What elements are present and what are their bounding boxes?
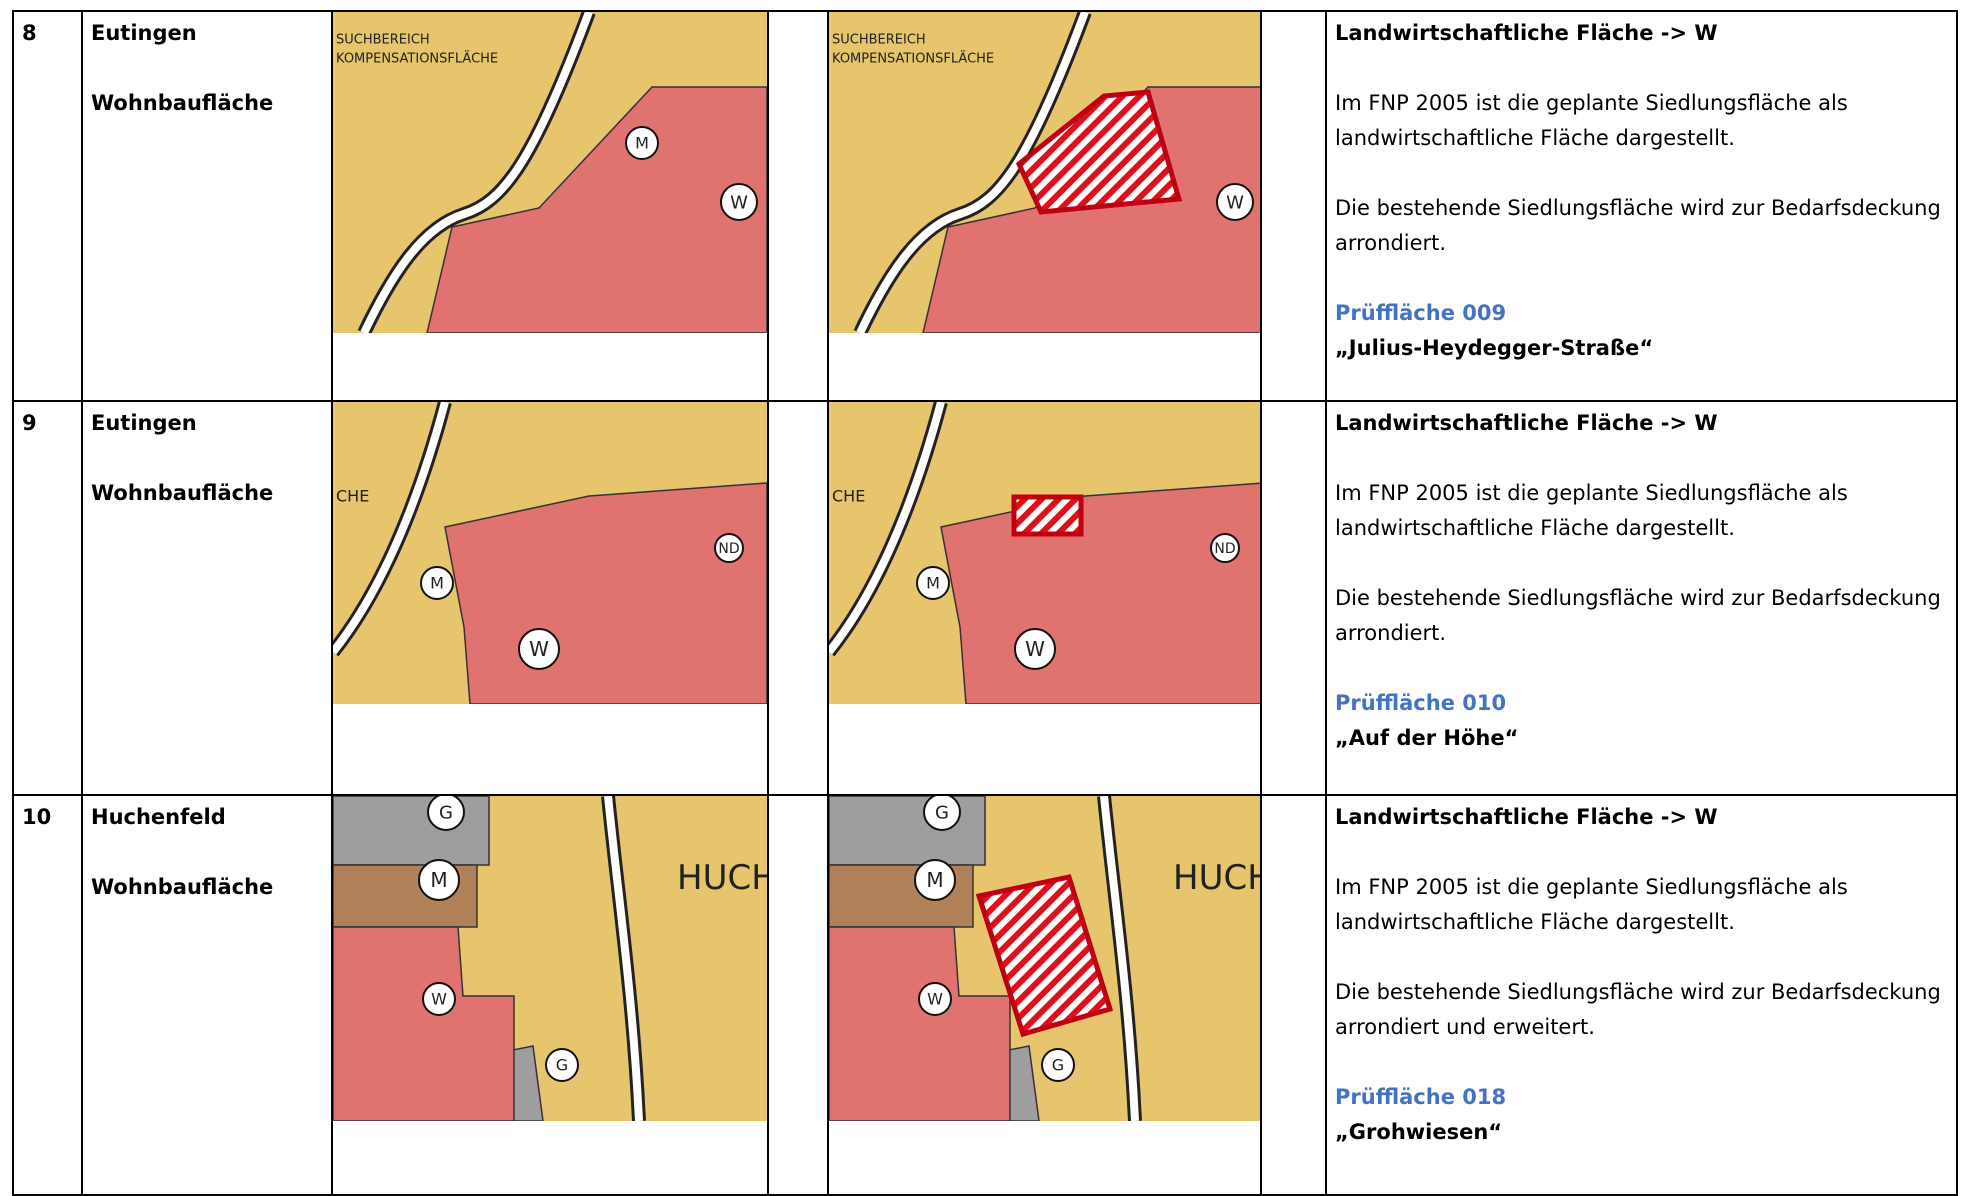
map-label: G (556, 1056, 568, 1075)
spacer-cell (768, 401, 828, 795)
map-label: G (935, 802, 949, 823)
location-cell: Huchenfeld Wohnbaufläche (82, 795, 332, 1195)
map-zone (445, 483, 767, 704)
row-number: 10 (22, 805, 51, 829)
map-label: M (430, 868, 447, 892)
place: Eutingen (91, 406, 323, 441)
land-use: Wohnbaufläche (91, 870, 323, 905)
map: SUCHBEREICH KOMPENSATIONSFLÄCHE M W (333, 12, 767, 333)
map: CHE M W ND (333, 402, 767, 704)
map-zone (829, 796, 985, 865)
row-number: 9 (22, 411, 37, 435)
number-cell: 9 (13, 401, 82, 795)
description-cell: Landwirtschaftliche Fläche -> W Im FNP 20… (1326, 11, 1957, 401)
area-name: „Auf der Höhe“ (1335, 726, 1518, 750)
page: 8 Eutingen Wohnbaufläche SUCHBEREICH KOMPENS… (0, 0, 1961, 1157)
map-zone (333, 796, 489, 865)
map-label: CHE (832, 487, 865, 506)
map: CHE M W ND (829, 402, 1260, 704)
area-id: Prüffläche 010 (1335, 691, 1506, 715)
row-number: 8 (22, 21, 37, 45)
map-label: W (927, 990, 943, 1009)
table-row: 8 Eutingen Wohnbaufläche SUCHBEREICH KOMPENS… (13, 11, 1957, 401)
map-label: W (1226, 192, 1244, 213)
map-label: ND (1214, 541, 1235, 557)
map-label: W (529, 637, 549, 661)
spacer-cell (1261, 795, 1326, 1195)
map: HUCH G M W G (829, 796, 1260, 1121)
area-ref: Prüffläche 009 „Julius-Heydegger-Straße“ (1335, 296, 1948, 366)
area-ref: Prüffläche 018 „Grohwiesen“ (1335, 1080, 1948, 1150)
area-name: „Grohwiesen“ (1335, 1120, 1502, 1144)
map-after-cell: CHE M W ND (828, 401, 1261, 795)
map-after-cell: HUCH G M W G (828, 795, 1261, 1195)
description: Die bestehende Siedlungsfläche wird zur … (1335, 975, 1948, 1045)
map-before-cell: HUCH G M W G (332, 795, 768, 1195)
area-id: Prüffläche 009 (1335, 301, 1506, 325)
land-use: Wohnbaufläche (91, 476, 323, 511)
map-zone (941, 483, 1260, 704)
description: Im FNP 2005 ist die geplante Siedlungsfl… (1335, 476, 1948, 546)
table-body: 8 Eutingen Wohnbaufläche SUCHBEREICH KOMPENS… (13, 11, 1957, 1195)
map-label: G (439, 802, 453, 823)
place: Huchenfeld (91, 800, 323, 835)
map-label: CHE (336, 487, 369, 506)
map-label: M (635, 134, 649, 153)
area-id: Prüffläche 018 (1335, 1085, 1506, 1109)
map: HUCH G M W G (333, 796, 767, 1121)
map-label: M (926, 868, 943, 892)
spacer-cell (1261, 11, 1326, 401)
description: Die bestehende Siedlungsfläche wird zur … (1335, 581, 1948, 651)
location-cell: Eutingen Wohnbaufläche (82, 401, 332, 795)
map-label: HUCH (1173, 858, 1260, 898)
table-row: 9 Eutingen Wohnbaufläche CHE M W ND CHE M W ND Land… (13, 401, 1957, 795)
spacer-cell (768, 11, 828, 401)
map-label: W (730, 192, 748, 213)
map-before-cell: SUCHBEREICH KOMPENSATIONSFLÄCHE M W (332, 11, 768, 401)
map-label: W (1025, 637, 1045, 661)
planned-area (1014, 497, 1081, 534)
map-label: SUCHBEREICH (832, 33, 926, 48)
change: Landwirtschaftliche Fläche -> W (1335, 800, 1948, 835)
map-label: M (430, 574, 444, 593)
number-cell: 10 (13, 795, 82, 1195)
map-label: W (431, 990, 447, 1009)
spacer-cell (768, 795, 828, 1195)
spacer-cell (1261, 401, 1326, 795)
description: Im FNP 2005 ist die geplante Siedlungsfl… (1335, 86, 1948, 156)
area-name: „Julius-Heydegger-Straße“ (1335, 336, 1653, 360)
map-label: KOMPENSATIONSFLÄCHE (336, 51, 498, 67)
map-label: ND (718, 541, 739, 557)
area-ref: Prüffläche 010 „Auf der Höhe“ (1335, 686, 1948, 756)
plan-table: 8 Eutingen Wohnbaufläche SUCHBEREICH KOMPENS… (12, 10, 1958, 1196)
map-label: M (926, 574, 940, 593)
place: Eutingen (91, 16, 323, 51)
map-label: G (1052, 1056, 1064, 1075)
change: Landwirtschaftliche Fläche -> W (1335, 406, 1948, 441)
description: Im FNP 2005 ist die geplante Siedlungsfl… (1335, 870, 1948, 940)
map-label: SUCHBEREICH (336, 33, 430, 48)
table-row: 10 Huchenfeld Wohnbaufläche HUCH G M W G HUCH G M W… (13, 795, 1957, 1195)
description-cell: Landwirtschaftliche Fläche -> W Im FNP 20… (1326, 401, 1957, 795)
map-label: KOMPENSATIONSFLÄCHE (832, 51, 994, 67)
location-cell: Eutingen Wohnbaufläche (82, 11, 332, 401)
description-cell: Landwirtschaftliche Fläche -> W Im FNP 20… (1326, 795, 1957, 1195)
change: Landwirtschaftliche Fläche -> W (1335, 16, 1948, 51)
map-before-cell: CHE M W ND (332, 401, 768, 795)
land-use: Wohnbaufläche (91, 86, 323, 121)
number-cell: 8 (13, 11, 82, 401)
map-label: HUCH (677, 858, 767, 898)
description: Die bestehende Siedlungsfläche wird zur … (1335, 191, 1948, 261)
